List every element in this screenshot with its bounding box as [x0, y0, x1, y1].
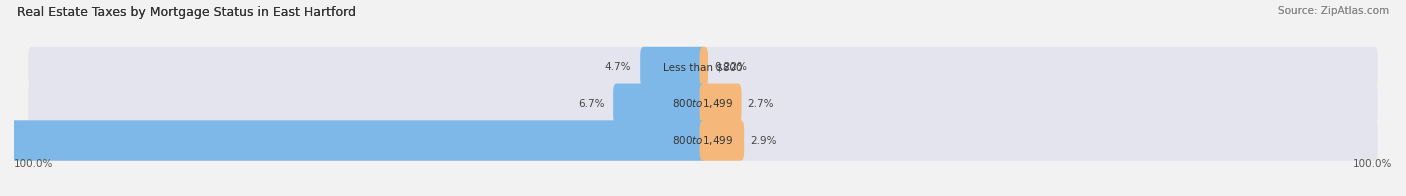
- FancyBboxPatch shape: [700, 83, 741, 124]
- FancyBboxPatch shape: [613, 83, 706, 124]
- FancyBboxPatch shape: [28, 83, 1378, 124]
- FancyBboxPatch shape: [700, 120, 744, 161]
- Text: Less than $800: Less than $800: [664, 62, 742, 72]
- Text: Source: ZipAtlas.com: Source: ZipAtlas.com: [1278, 6, 1389, 16]
- Text: 2.7%: 2.7%: [748, 99, 775, 109]
- Text: 2.9%: 2.9%: [751, 135, 776, 145]
- Text: Real Estate Taxes by Mortgage Status in East Hartford: Real Estate Taxes by Mortgage Status in …: [17, 6, 356, 19]
- Text: Source: ZipAtlas.com: Source: ZipAtlas.com: [1278, 6, 1389, 16]
- Text: $800 to $1,499: $800 to $1,499: [672, 134, 734, 147]
- Text: 0.22%: 0.22%: [714, 62, 747, 72]
- FancyBboxPatch shape: [700, 47, 709, 87]
- Text: Real Estate Taxes by Mortgage Status in East Hartford: Real Estate Taxes by Mortgage Status in …: [17, 6, 356, 19]
- FancyBboxPatch shape: [28, 47, 1378, 87]
- FancyBboxPatch shape: [0, 120, 706, 161]
- FancyBboxPatch shape: [28, 120, 1378, 161]
- Text: 100.0%: 100.0%: [1353, 159, 1392, 169]
- Text: 100.0%: 100.0%: [14, 159, 53, 169]
- Text: 4.7%: 4.7%: [605, 62, 631, 72]
- FancyBboxPatch shape: [640, 47, 706, 87]
- Text: 6.7%: 6.7%: [578, 99, 605, 109]
- Text: $800 to $1,499: $800 to $1,499: [672, 97, 734, 110]
